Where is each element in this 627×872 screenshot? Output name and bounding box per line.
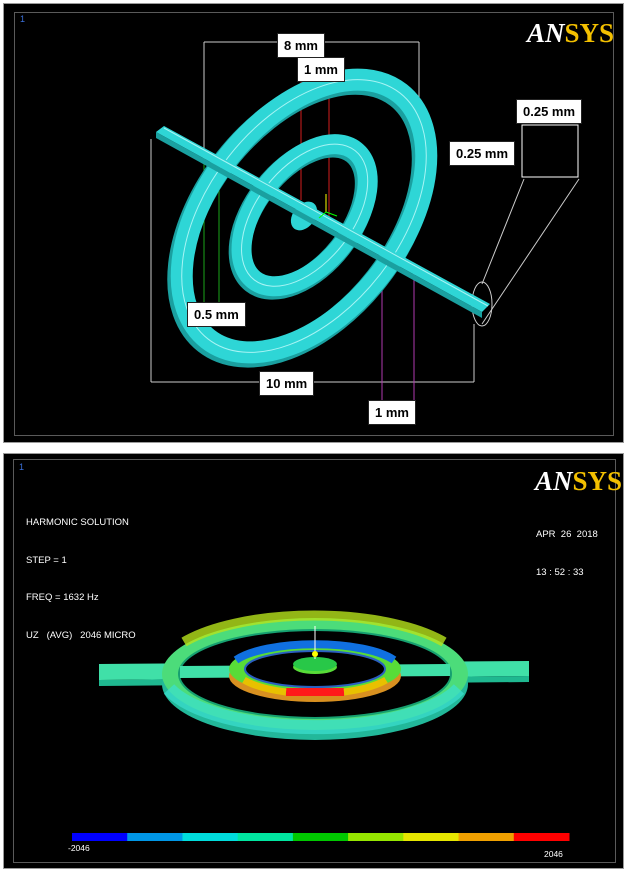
label-ring-width: 1 mm [297,57,345,82]
label-outer-diameter: 8 mm [277,33,325,58]
geometry-drawing [150,41,580,402]
contour-drawing [72,610,570,841]
label-gap: 0.5 mm [187,302,246,327]
legend-swatch [292,833,349,841]
date: APR 26 2018 [536,529,598,540]
window-number: 1 [19,462,25,472]
beam-side [156,132,482,318]
outer-ring-edge [181,79,427,353]
legend-swatch [403,833,460,841]
beam-body [156,126,490,312]
time: 13 : 52 : 33 [536,566,584,578]
solution-info: HARMONIC SOLUTION STEP = 1 FREQ = 1632 H… [26,492,136,667]
timestamp: APR 26 2018 13 : 52 : 33 [536,504,598,604]
viewport-frame [13,459,616,863]
cross-section-square [521,124,579,178]
label-beam-height: 0.25 mm [449,141,516,166]
ansys-logo: ANSYS [527,18,615,48]
legend-min-label: -2046 [68,843,90,853]
center-hub [293,626,337,674]
geometry-view-panel: 1 ANSYS [3,3,624,443]
label-overall-length: 10 mm [259,371,315,396]
legend-swatch [72,833,128,841]
label-beam-width: 0.25 mm [516,99,583,124]
label-ring-spacing: 1 mm [368,400,416,425]
beam-edge [163,127,489,307]
info-line-4: UZ (AVG) 2046 MICRO [26,629,136,641]
legend-swatch [513,833,570,841]
legend-color-bar [72,833,570,841]
window-number: 1 [20,14,26,24]
axis-triad [318,194,338,219]
legend-swatch [348,833,404,841]
info-line-2: STEP = 1 [26,554,67,566]
legend-swatch [127,833,183,841]
beam [156,126,490,318]
legend-swatch [237,833,294,841]
ansys-logo: ANSYS [535,466,623,496]
viewport-frame [14,12,614,436]
info-line-3: FREQ = 1632 Hz [26,592,99,603]
legend-max-label: 2046 [544,849,563,859]
legend-swatch [182,833,239,841]
info-line-1: HARMONIC SOLUTION [26,517,129,528]
zoom-lines [481,178,580,325]
harmonic-result-panel: 1 ANSYS HARMONIC SOLUTION STEP = 1 FREQ … [3,453,624,869]
legend-swatch [458,833,515,841]
